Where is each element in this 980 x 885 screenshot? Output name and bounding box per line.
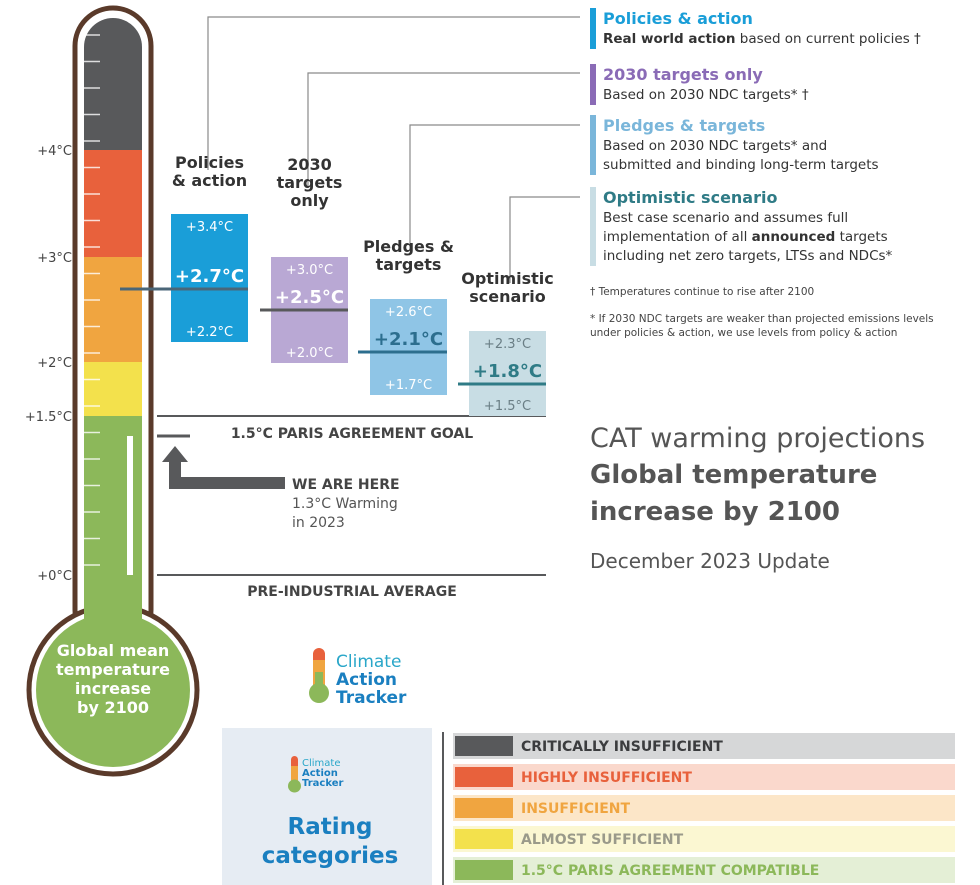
- legend-line: Based on 2030 NDC targets* †: [603, 87, 809, 103]
- bulb-text: Global mean: [57, 641, 170, 660]
- legend-segment: targets: [835, 229, 887, 245]
- rating-label: CRITICALLY INSUFFICIENT: [521, 739, 723, 755]
- bulb-text: increase: [75, 679, 151, 698]
- logo-text: Action: [336, 670, 397, 690]
- goal-label: 1.5°C PARIS AGREEMENT GOAL: [231, 426, 473, 442]
- logo-text: Tracker: [336, 688, 407, 708]
- legend-line: Based on 2030 NDC targets* and: [603, 138, 827, 154]
- legend-segment: including net zero targets, LTSs and NDC…: [603, 248, 893, 264]
- scenario-high: +3.0°C: [286, 263, 333, 278]
- legend-segment: Real world action: [603, 31, 735, 47]
- rating-swatch: [455, 736, 513, 756]
- legend-title: Policies & action: [603, 9, 753, 28]
- legend-segment: submitted and binding long-term targets: [603, 157, 879, 173]
- we-are-here-text: in 2023: [292, 515, 345, 531]
- infographic: +4°C +3°C +2°C +1.5°C +0°C Global meantempera…: [0, 0, 980, 885]
- band-almost: [84, 362, 142, 416]
- rating-label: HIGHLY INSUFFICIENT: [521, 770, 692, 786]
- legend-title: Optimistic scenario: [603, 188, 777, 207]
- scenario-high: +3.4°C: [186, 220, 233, 235]
- scenario-low: +1.5°C: [484, 399, 531, 414]
- tube-highlight: [127, 436, 133, 575]
- legend-segment: Based on 2030 NDC targets* and: [603, 138, 827, 154]
- legend-swatch: [590, 64, 596, 105]
- scale-label: +2°C: [37, 356, 72, 371]
- scenario-label: targets: [277, 173, 343, 192]
- subtitle: CAT warming projections: [590, 423, 925, 454]
- legend-segment: Based on 2030 NDC targets* †: [603, 87, 809, 103]
- note: under policies & action, we use levels f…: [590, 327, 897, 339]
- legend-segment: Best case scenario and assumes full: [603, 210, 848, 226]
- we-are-here-title: WE ARE HERE: [292, 477, 400, 493]
- rating-swatch: [455, 767, 513, 787]
- bulb-text: temperature: [56, 660, 170, 679]
- small-logo-text: Tracker: [302, 778, 343, 789]
- title: Global temperature: [590, 460, 877, 490]
- legend-title: 2030 targets only: [603, 65, 763, 84]
- logo-icon: [309, 648, 329, 703]
- scenario-low: +2.0°C: [286, 346, 333, 361]
- thermometer-fill: [84, 18, 142, 676]
- legend-swatch: [590, 187, 596, 266]
- scenario-high: +2.3°C: [484, 337, 531, 352]
- rating-label: ALMOST SUFFICIENT: [521, 832, 684, 848]
- scenario-low: +2.2°C: [186, 325, 233, 340]
- scenario-mid: +2.7°C: [175, 266, 244, 287]
- scenario-label: Optimistic: [461, 269, 553, 288]
- legend-line: Real world action based on current polic…: [603, 31, 921, 47]
- rating-swatch: [455, 829, 513, 849]
- update: December 2023 Update: [590, 549, 830, 573]
- legend-title: Pledges & targets: [603, 116, 765, 135]
- scenario-label: scenario: [469, 287, 545, 306]
- scenario-label: Policies: [175, 153, 244, 172]
- legend-line: Best case scenario and assumes full: [603, 210, 848, 226]
- scenario-low: +1.7°C: [385, 378, 432, 393]
- bulb-text: by 2100: [77, 698, 149, 717]
- legend-swatch: [590, 115, 596, 175]
- scenario-mid: +1.8°C: [473, 361, 542, 382]
- we-are-here-text: 1.3°C Warming: [292, 496, 398, 512]
- scenario-mid: +2.1°C: [374, 329, 443, 350]
- note: † Temperatures continue to rise after 21…: [590, 286, 814, 298]
- title: increase by 2100: [590, 497, 840, 527]
- legend-swatch: [590, 8, 596, 49]
- legend-line: including net zero targets, LTSs and NDC…: [603, 248, 893, 264]
- scenario-high: +2.6°C: [385, 305, 432, 320]
- rating-title: Rating: [288, 814, 373, 840]
- legend-line: implementation of all announced targets: [603, 229, 888, 245]
- band-critical: [84, 18, 142, 150]
- legend-segment: based on current policies †: [735, 31, 921, 47]
- rating-swatch: [455, 860, 513, 880]
- band-highly: [84, 150, 142, 257]
- scenario-label: 2030: [287, 155, 332, 174]
- note: * If 2030 NDC targets are weaker than pr…: [590, 313, 934, 325]
- logo-text: Climate: [336, 652, 401, 672]
- scenario-label: only: [290, 191, 329, 210]
- tube-ticks: [84, 35, 100, 565]
- scenario-label: Pledges &: [363, 237, 454, 256]
- legend-line: submitted and binding long-term targets: [603, 157, 879, 173]
- rating-label: INSUFFICIENT: [521, 801, 630, 817]
- scenario-label: targets: [376, 255, 442, 274]
- scale-label: +3°C: [37, 251, 72, 266]
- legend-segment: implementation of all: [603, 229, 752, 245]
- we-are-here-arrow: [162, 446, 285, 489]
- scale-label: +0°C: [37, 569, 72, 584]
- rating-swatch: [455, 798, 513, 818]
- scale-label: +4°C: [37, 144, 72, 159]
- scale-label: +1.5°C: [25, 410, 72, 425]
- legend-segment: announced: [752, 229, 836, 245]
- rating-label: 1.5°C PARIS AGREEMENT COMPATIBLE: [521, 863, 819, 879]
- rating-title: categories: [262, 843, 399, 869]
- scenario-mid: +2.5°C: [275, 287, 344, 308]
- scenario-label: & action: [172, 171, 247, 190]
- baseline-label: PRE-INDUSTRIAL AVERAGE: [247, 584, 457, 600]
